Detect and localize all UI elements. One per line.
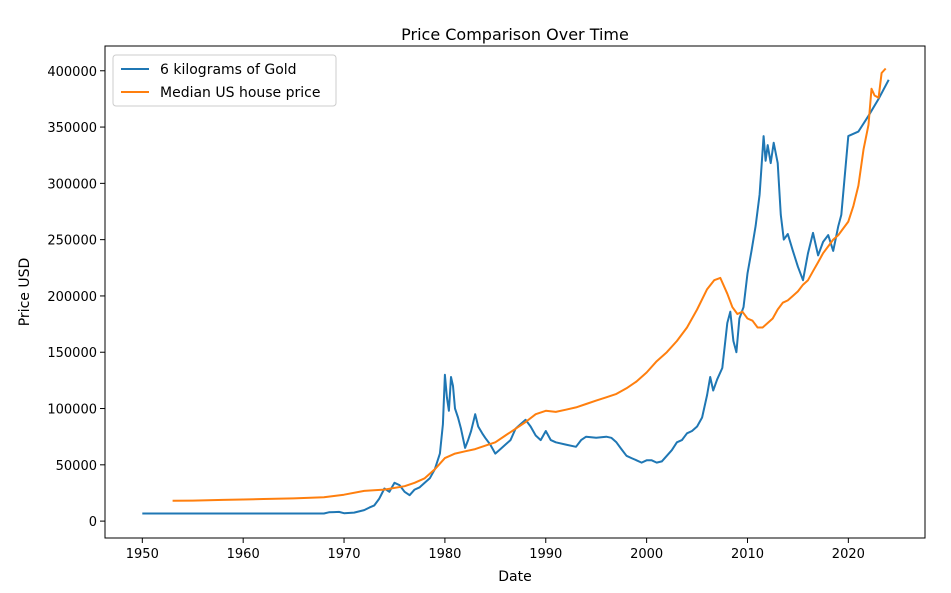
- x-axis-label: Date: [498, 569, 531, 585]
- y-tick-label: 50000: [56, 459, 97, 474]
- y-tick-label: 200000: [47, 290, 97, 305]
- y-tick-label: 250000: [47, 234, 97, 249]
- x-tick-label: 2000: [630, 547, 663, 562]
- y-tick-label: 300000: [47, 177, 97, 192]
- y-tick-label: 150000: [47, 346, 97, 361]
- y-tick-label: 100000: [47, 403, 97, 418]
- legend-entries: 6 kilograms of Gold Median US house price: [121, 62, 320, 101]
- y-tick-label: 400000: [47, 65, 97, 80]
- legend: 6 kilograms of Gold Median US house price: [112, 54, 337, 107]
- plot-area: [104, 45, 926, 539]
- series-line-0: [142, 79, 890, 515]
- y-axis: 0 50000 100000 150000 200000 250000 300000 3500…: [47, 65, 105, 530]
- x-tick-label: 2020: [832, 547, 865, 562]
- x-tick-label: 2010: [731, 547, 764, 562]
- x-tick-label: 1970: [327, 547, 360, 562]
- x-tick-label: 1960: [227, 547, 260, 562]
- x-axis: 1950 1960 1970 1980 1990 2000 2010 2020: [126, 538, 865, 562]
- x-tick-label: 1980: [428, 547, 461, 562]
- x-tick-label: 1950: [126, 547, 159, 562]
- chart-title: Price Comparison Over Time: [401, 25, 629, 44]
- x-tick-label: 1990: [529, 547, 562, 562]
- legend-label: Median US house price: [160, 85, 320, 101]
- y-tick-label: 350000: [47, 121, 97, 136]
- plot-frame: [104, 45, 926, 539]
- series-layer: [142, 67, 890, 515]
- y-axis-label: Price USD: [17, 258, 33, 327]
- legend-box: [112, 54, 337, 107]
- legend-label: 6 kilograms of Gold: [160, 62, 297, 78]
- series-line-1: [172, 67, 887, 502]
- y-tick-label: 0: [89, 515, 97, 530]
